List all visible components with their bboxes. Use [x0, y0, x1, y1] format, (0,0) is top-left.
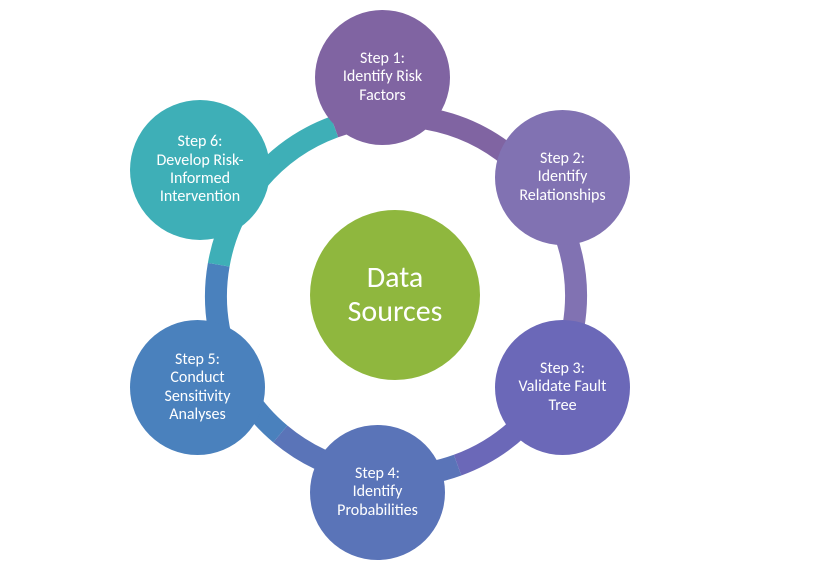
step-2-circle: Step 2: Identify Relationships: [495, 110, 630, 245]
step-5-label: Step 5: Conduct Sensitivity Analyses: [140, 351, 255, 425]
center-label: Data Sources: [348, 261, 443, 330]
step-3-label: Step 3: Validate Fault Tree: [505, 360, 620, 415]
step-4-title: Step 4:: [320, 465, 435, 483]
step-1-body: Identify Risk Factors: [325, 68, 440, 105]
center-label-line2: Sources: [348, 293, 443, 330]
step-3-circle: Step 3: Validate Fault Tree: [495, 320, 630, 455]
step-3-body: Validate Fault Tree: [505, 378, 620, 415]
step-1-circle: Step 1: Identify Risk Factors: [315, 10, 450, 145]
step-2-label: Step 2: Identify Relationships: [505, 150, 620, 205]
step-2-title: Step 2:: [505, 150, 620, 168]
step-4-circle: Step 4: Identify Probabilities: [310, 425, 445, 560]
step-6-title: Step 6:: [140, 133, 260, 151]
step-1-label: Step 1: Identify Risk Factors: [325, 50, 440, 105]
step-5-circle: Step 5: Conduct Sensitivity Analyses: [130, 320, 265, 455]
step-4-body: Identify Probabilities: [320, 483, 435, 520]
step-5-body: Conduct Sensitivity Analyses: [140, 369, 255, 424]
cycle-diagram: Data Sources Step 1: Identify Risk Facto…: [0, 0, 814, 575]
step-2-body: Identify Relationships: [505, 168, 620, 205]
step-4-label: Step 4: Identify Probabilities: [320, 465, 435, 520]
step-3-title: Step 3:: [505, 360, 620, 378]
step-5-title: Step 5:: [140, 351, 255, 369]
center-label-line1: Data: [367, 259, 424, 296]
step-6-label: Step 6: Develop Risk-Informed Interventi…: [140, 133, 260, 207]
step-6-circle: Step 6: Develop Risk-Informed Interventi…: [130, 100, 270, 240]
step-1-title: Step 1:: [325, 50, 440, 68]
center-circle: Data Sources: [310, 210, 480, 380]
step-6-body: Develop Risk-Informed Intervention: [140, 152, 260, 207]
